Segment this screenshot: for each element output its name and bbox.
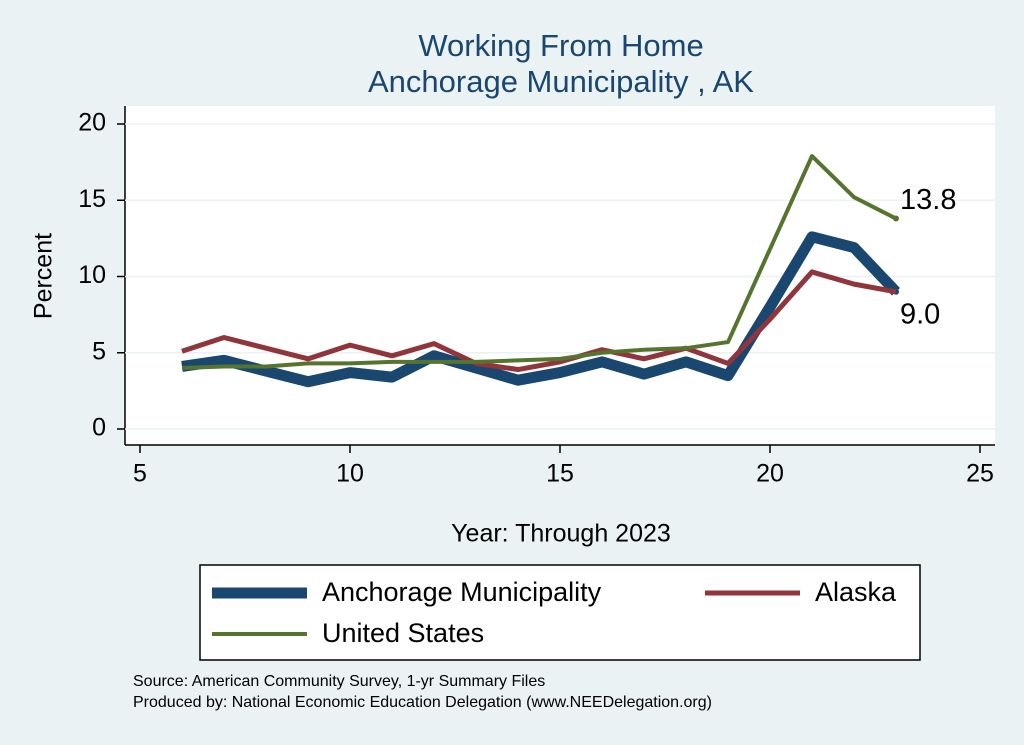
legend-box	[199, 564, 921, 661]
series-line	[181, 269, 897, 373]
legend-label: Anchorage Municipality	[322, 577, 602, 607]
x-axis-label: Year: Through 2023	[451, 520, 671, 548]
x-tick-label: 5	[133, 460, 147, 488]
legend-label: Alaska	[815, 577, 897, 607]
y-axis-label: Percent	[30, 233, 58, 319]
source-note: Produced by: National Economic Education…	[133, 694, 712, 711]
y-tick-label: 20	[78, 109, 106, 137]
x-tick-label: 20	[756, 460, 784, 488]
end-point	[893, 215, 899, 222]
y-tick-label: 0	[92, 414, 106, 442]
chart-title: Working From Home	[418, 28, 703, 63]
series-line	[181, 154, 897, 370]
plot-area	[125, 106, 995, 445]
x-tick-label: 10	[336, 460, 364, 488]
source-note: Source: American Community Survey, 1-yr …	[133, 673, 545, 690]
value-label: 13.8	[900, 184, 956, 216]
chart-title: Anchorage Municipality , AK	[368, 64, 754, 99]
legend-label: United States	[322, 618, 484, 648]
series-line	[181, 231, 900, 388]
y-tick-label: 15	[78, 185, 106, 213]
x-tick-label: 25	[966, 460, 994, 488]
y-tick-label: 5	[92, 337, 106, 365]
y-tick-label: 10	[78, 261, 106, 289]
x-tick-label: 15	[546, 460, 574, 488]
value-label: 9.0	[900, 298, 940, 330]
